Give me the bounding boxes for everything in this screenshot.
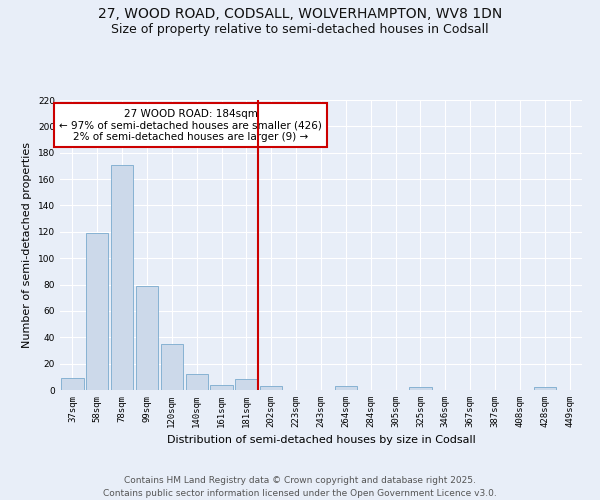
Text: Size of property relative to semi-detached houses in Codsall: Size of property relative to semi-detach… <box>111 22 489 36</box>
Bar <box>335 386 357 390</box>
Bar <box>161 344 183 390</box>
Bar <box>235 380 257 390</box>
Bar <box>61 378 83 390</box>
Bar <box>185 374 208 390</box>
Bar <box>260 386 283 390</box>
Bar <box>86 233 109 390</box>
Bar <box>211 384 233 390</box>
Bar <box>409 388 431 390</box>
Y-axis label: Number of semi-detached properties: Number of semi-detached properties <box>22 142 32 348</box>
Text: 27, WOOD ROAD, CODSALL, WOLVERHAMPTON, WV8 1DN: 27, WOOD ROAD, CODSALL, WOLVERHAMPTON, W… <box>98 8 502 22</box>
Bar <box>533 388 556 390</box>
Text: 27 WOOD ROAD: 184sqm
← 97% of semi-detached houses are smaller (426)
2% of semi-: 27 WOOD ROAD: 184sqm ← 97% of semi-detac… <box>59 108 322 142</box>
Bar <box>136 286 158 390</box>
Bar <box>111 164 133 390</box>
Text: Contains HM Land Registry data © Crown copyright and database right 2025.
Contai: Contains HM Land Registry data © Crown c… <box>103 476 497 498</box>
X-axis label: Distribution of semi-detached houses by size in Codsall: Distribution of semi-detached houses by … <box>167 436 475 446</box>
